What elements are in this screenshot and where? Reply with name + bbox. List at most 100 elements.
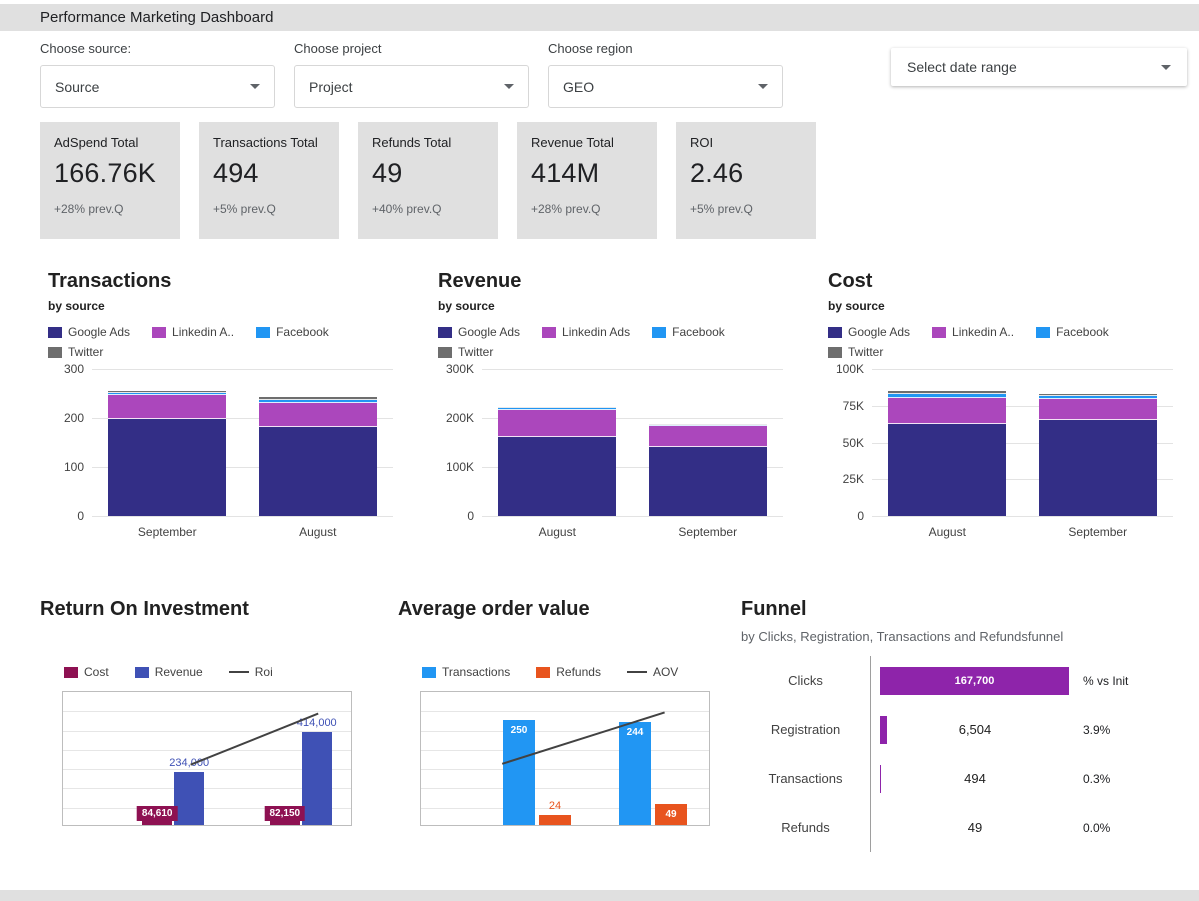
bar-segment-google-ads[interactable]	[108, 419, 227, 516]
legend-item-linkedin-ads[interactable]: Linkedin A..	[932, 325, 1014, 339]
legend-item-google-ads[interactable]: Google Ads	[438, 325, 520, 339]
filter-source-label: Choose source:	[40, 41, 132, 56]
funnel-stage-label: Transactions	[768, 771, 843, 786]
scorecard-row: AdSpend Total 166.76K +28% prev.Q Transacti…	[40, 122, 816, 239]
filter-project: Choose project Project	[294, 41, 529, 108]
region-select-value: GEO	[563, 78, 595, 95]
legend-item-cost[interactable]: Cost	[64, 665, 109, 679]
legend-item-revenue[interactable]: Revenue	[134, 665, 203, 679]
bar-segment-facebook[interactable]	[258, 399, 377, 403]
funnel-track: 49	[870, 803, 1069, 852]
filter-project-label: Choose project	[294, 41, 382, 56]
stacked-bar-september[interactable]	[648, 424, 767, 516]
bar-refunds[interactable]	[655, 804, 687, 825]
app-header: Performance Marketing Dashboard	[0, 4, 1199, 31]
gridline	[92, 516, 393, 517]
legend-item-facebook[interactable]: Facebook	[652, 325, 725, 339]
chart-title: Funnel	[741, 598, 807, 620]
bar-data-label: 244	[626, 727, 644, 739]
bar-segment-linkedin-ads[interactable]	[258, 402, 377, 427]
stacked-bar-august[interactable]	[888, 390, 1007, 516]
bar-segment-google-ads[interactable]	[498, 437, 617, 516]
bar-segment-facebook[interactable]	[888, 393, 1007, 398]
legend-item-linkedin-ads[interactable]: Linkedin A..	[152, 325, 234, 339]
scorecard-value: 2.46	[690, 158, 744, 188]
bar-segment-facebook[interactable]	[498, 407, 617, 410]
funnel-row-transactions: Transactions 494 0.3%	[741, 754, 1191, 803]
bar-segment-linkedin-ads[interactable]	[648, 426, 767, 447]
bar-segment-google-ads[interactable]	[648, 446, 767, 516]
bar-segment-twitter[interactable]	[648, 424, 767, 425]
gridline	[482, 418, 783, 419]
legend-item-roi[interactable]: Roi	[228, 665, 273, 679]
gridline	[63, 711, 351, 713]
stacked-bar-august[interactable]	[258, 397, 377, 516]
y-axis-label: 300	[63, 362, 84, 376]
bar-segment-linkedin-ads[interactable]	[1038, 399, 1157, 420]
bar-slot	[633, 369, 784, 516]
stacked-bar-august[interactable]	[498, 406, 617, 516]
stacked-bar-september[interactable]	[1038, 394, 1157, 516]
bar-segment-google-ads[interactable]	[1038, 419, 1157, 516]
funnel-bar[interactable]	[880, 764, 881, 793]
bar-refunds[interactable]	[539, 814, 571, 825]
bar-segment-twitter[interactable]	[498, 406, 617, 408]
bar-segment-google-ads[interactable]	[888, 424, 1007, 516]
y-axis-label: 25K	[842, 472, 864, 487]
legend-item-google-ads[interactable]: Google Ads	[828, 325, 910, 339]
chart-subtitle: by source	[828, 299, 885, 313]
funnel-track: 494	[870, 754, 1069, 803]
legend-swatch-icon	[652, 326, 667, 338]
funnel-bar[interactable]	[880, 715, 888, 744]
legend-item-linkedin-ads[interactable]: Linkedin Ads	[542, 325, 630, 339]
legend-item-twitter[interactable]: Twitter	[828, 345, 883, 359]
bar-segment-facebook[interactable]	[1038, 396, 1157, 400]
legend-swatch-icon	[1036, 326, 1051, 338]
bar-slot	[872, 369, 1023, 516]
project-select[interactable]: Project	[294, 65, 529, 108]
legend-item-twitter[interactable]: Twitter	[438, 345, 493, 359]
bar-revenue[interactable]	[301, 731, 332, 825]
legend-item-transactions[interactable]: Transactions	[422, 665, 510, 679]
chart-legend: Google Ads Linkedin A.. Facebook Twitter	[48, 325, 393, 359]
gridline	[92, 467, 393, 468]
legend-label: Twitter	[848, 345, 884, 359]
bar-segment-facebook[interactable]	[648, 425, 767, 427]
bar-segment-twitter[interactable]	[258, 397, 377, 400]
bar-segment-google-ads[interactable]	[258, 426, 377, 516]
scorecard-roi: ROI 2.46 +5% prev.Q	[676, 122, 816, 239]
bar-segment-linkedin-ads[interactable]	[888, 397, 1007, 425]
legend-item-facebook[interactable]: Facebook	[1036, 325, 1109, 339]
funnel-bar[interactable]: 167,700	[880, 666, 1069, 695]
bar-segment-facebook[interactable]	[108, 393, 227, 396]
legend-item-refunds[interactable]: Refunds	[536, 665, 601, 679]
bar-slot	[92, 369, 243, 516]
legend-item-aov[interactable]: AOV	[626, 665, 678, 679]
legend-label: Google Ads	[68, 325, 131, 339]
region-select[interactable]: GEO	[548, 65, 783, 108]
chart-legend: Transactions Refunds AOV	[422, 665, 728, 679]
legend-swatch-icon	[422, 666, 436, 678]
date-range-select[interactable]: Select date range	[891, 48, 1187, 86]
source-select[interactable]: Source	[40, 65, 275, 108]
legend-item-facebook[interactable]: Facebook	[256, 325, 329, 339]
bar-data-label: 250	[510, 724, 528, 736]
legend-item-google-ads[interactable]: Google Ads	[48, 325, 130, 339]
bar-segment-linkedin-ads[interactable]	[498, 409, 617, 438]
stacked-bar-september[interactable]	[108, 391, 227, 516]
scorecard-title: Refunds Total	[372, 135, 452, 150]
bar-segment-linkedin-ads[interactable]	[108, 395, 227, 420]
chart-legend: Google Ads Linkedin A.. Facebook Twitter	[828, 325, 1173, 359]
gridline	[421, 807, 709, 809]
y-axis-label: 0	[77, 509, 84, 523]
y-axis-label: 200	[63, 411, 84, 425]
bar-segment-twitter[interactable]	[108, 391, 227, 394]
bar-revenue[interactable]	[174, 772, 205, 825]
legend-item-twitter[interactable]: Twitter	[48, 345, 103, 359]
gridline	[872, 442, 1173, 444]
funnel-pct-header: % vs Init	[1083, 673, 1129, 688]
bar-segment-twitter[interactable]	[888, 390, 1007, 394]
funnel-value: 494	[964, 771, 986, 786]
caret-down-icon	[1161, 64, 1171, 70]
bar-segment-twitter[interactable]	[1038, 394, 1157, 397]
